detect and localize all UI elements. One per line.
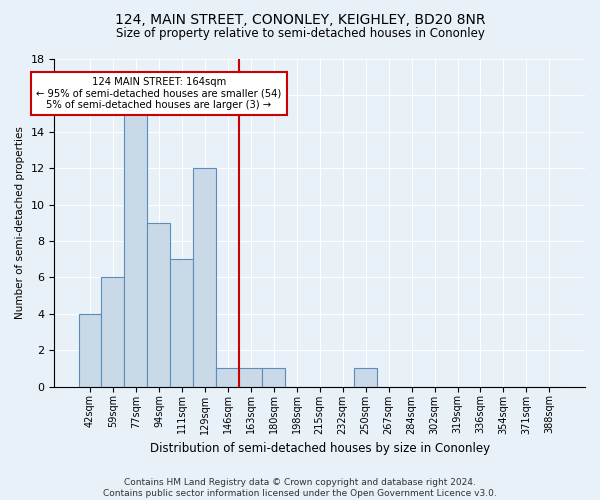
Text: Contains HM Land Registry data © Crown copyright and database right 2024.
Contai: Contains HM Land Registry data © Crown c… xyxy=(103,478,497,498)
Bar xyxy=(124,114,148,386)
Bar xyxy=(170,259,193,386)
Bar xyxy=(193,168,217,386)
Bar xyxy=(262,368,285,386)
Text: 124 MAIN STREET: 164sqm
← 95% of semi-detached houses are smaller (54)
5% of sem: 124 MAIN STREET: 164sqm ← 95% of semi-de… xyxy=(36,77,281,110)
Bar xyxy=(239,368,262,386)
Text: Size of property relative to semi-detached houses in Cononley: Size of property relative to semi-detach… xyxy=(116,28,484,40)
Text: 124, MAIN STREET, CONONLEY, KEIGHLEY, BD20 8NR: 124, MAIN STREET, CONONLEY, KEIGHLEY, BD… xyxy=(115,12,485,26)
Bar xyxy=(148,223,170,386)
Bar xyxy=(101,278,124,386)
Bar xyxy=(79,314,101,386)
X-axis label: Distribution of semi-detached houses by size in Cononley: Distribution of semi-detached houses by … xyxy=(149,442,490,455)
Bar xyxy=(354,368,377,386)
Bar xyxy=(217,368,239,386)
Y-axis label: Number of semi-detached properties: Number of semi-detached properties xyxy=(15,126,25,320)
